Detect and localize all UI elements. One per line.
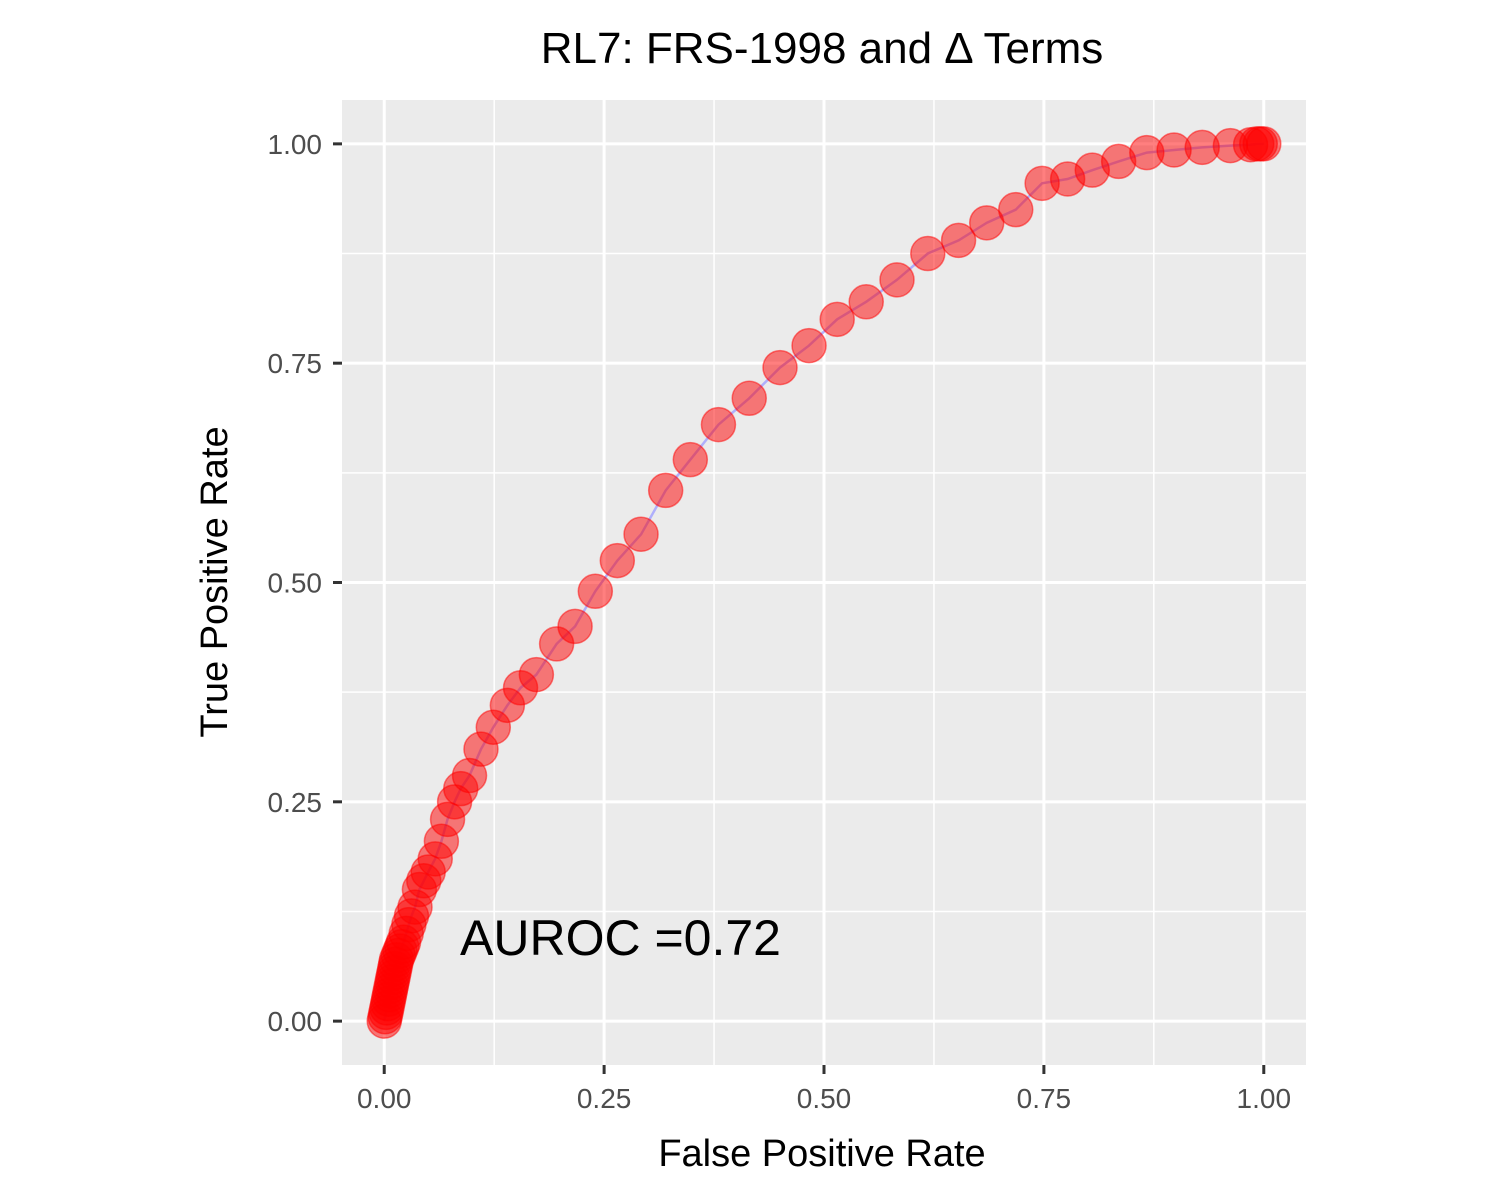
x-axis-title: False Positive Rate <box>658 1133 985 1175</box>
roc-point <box>1246 126 1282 162</box>
x-tick-label: 1.00 <box>1237 1083 1292 1114</box>
roc-point <box>623 516 659 552</box>
roc-point <box>819 301 855 338</box>
y-tick-label: 0.50 <box>268 568 323 599</box>
roc-point <box>599 542 636 579</box>
y-axis-ticks: 0.00 0.25 0.50 0.75 1.00 <box>268 129 342 1037</box>
roc-point <box>910 235 946 272</box>
roc-point <box>762 349 798 386</box>
roc-point <box>700 406 737 443</box>
y-tick-label: 0.75 <box>268 348 323 379</box>
roc-point <box>968 205 1005 241</box>
roc-point <box>672 441 709 478</box>
y-tick-label: 0.00 <box>268 1006 323 1037</box>
roc-point <box>647 472 684 509</box>
roc-point <box>577 573 614 610</box>
roc-point <box>848 284 884 320</box>
roc-point <box>879 262 915 298</box>
x-tick-label: 0.75 <box>1017 1083 1072 1114</box>
roc-point <box>940 222 977 259</box>
chart-title: RL7: FRS-1998 and Δ Terms <box>541 24 1104 73</box>
roc-point <box>731 380 767 417</box>
roc-point <box>557 608 593 645</box>
x-tick-label: 0.50 <box>797 1083 852 1114</box>
roc-points <box>366 126 1282 1039</box>
y-axis-title: True Positive Rate <box>194 426 236 737</box>
roc-point <box>791 327 827 364</box>
x-tick-label: 0.25 <box>577 1083 632 1114</box>
roc-point <box>518 656 555 693</box>
y-tick-label: 1.00 <box>268 129 323 160</box>
auroc-annotation: AUROC =0.72 <box>460 910 781 966</box>
x-tick-label: 0.00 <box>357 1083 412 1114</box>
roc-point <box>997 191 1034 228</box>
x-axis-ticks: 0.00 0.25 0.50 0.75 1.00 <box>357 1065 1291 1114</box>
y-tick-label: 0.25 <box>268 787 323 818</box>
